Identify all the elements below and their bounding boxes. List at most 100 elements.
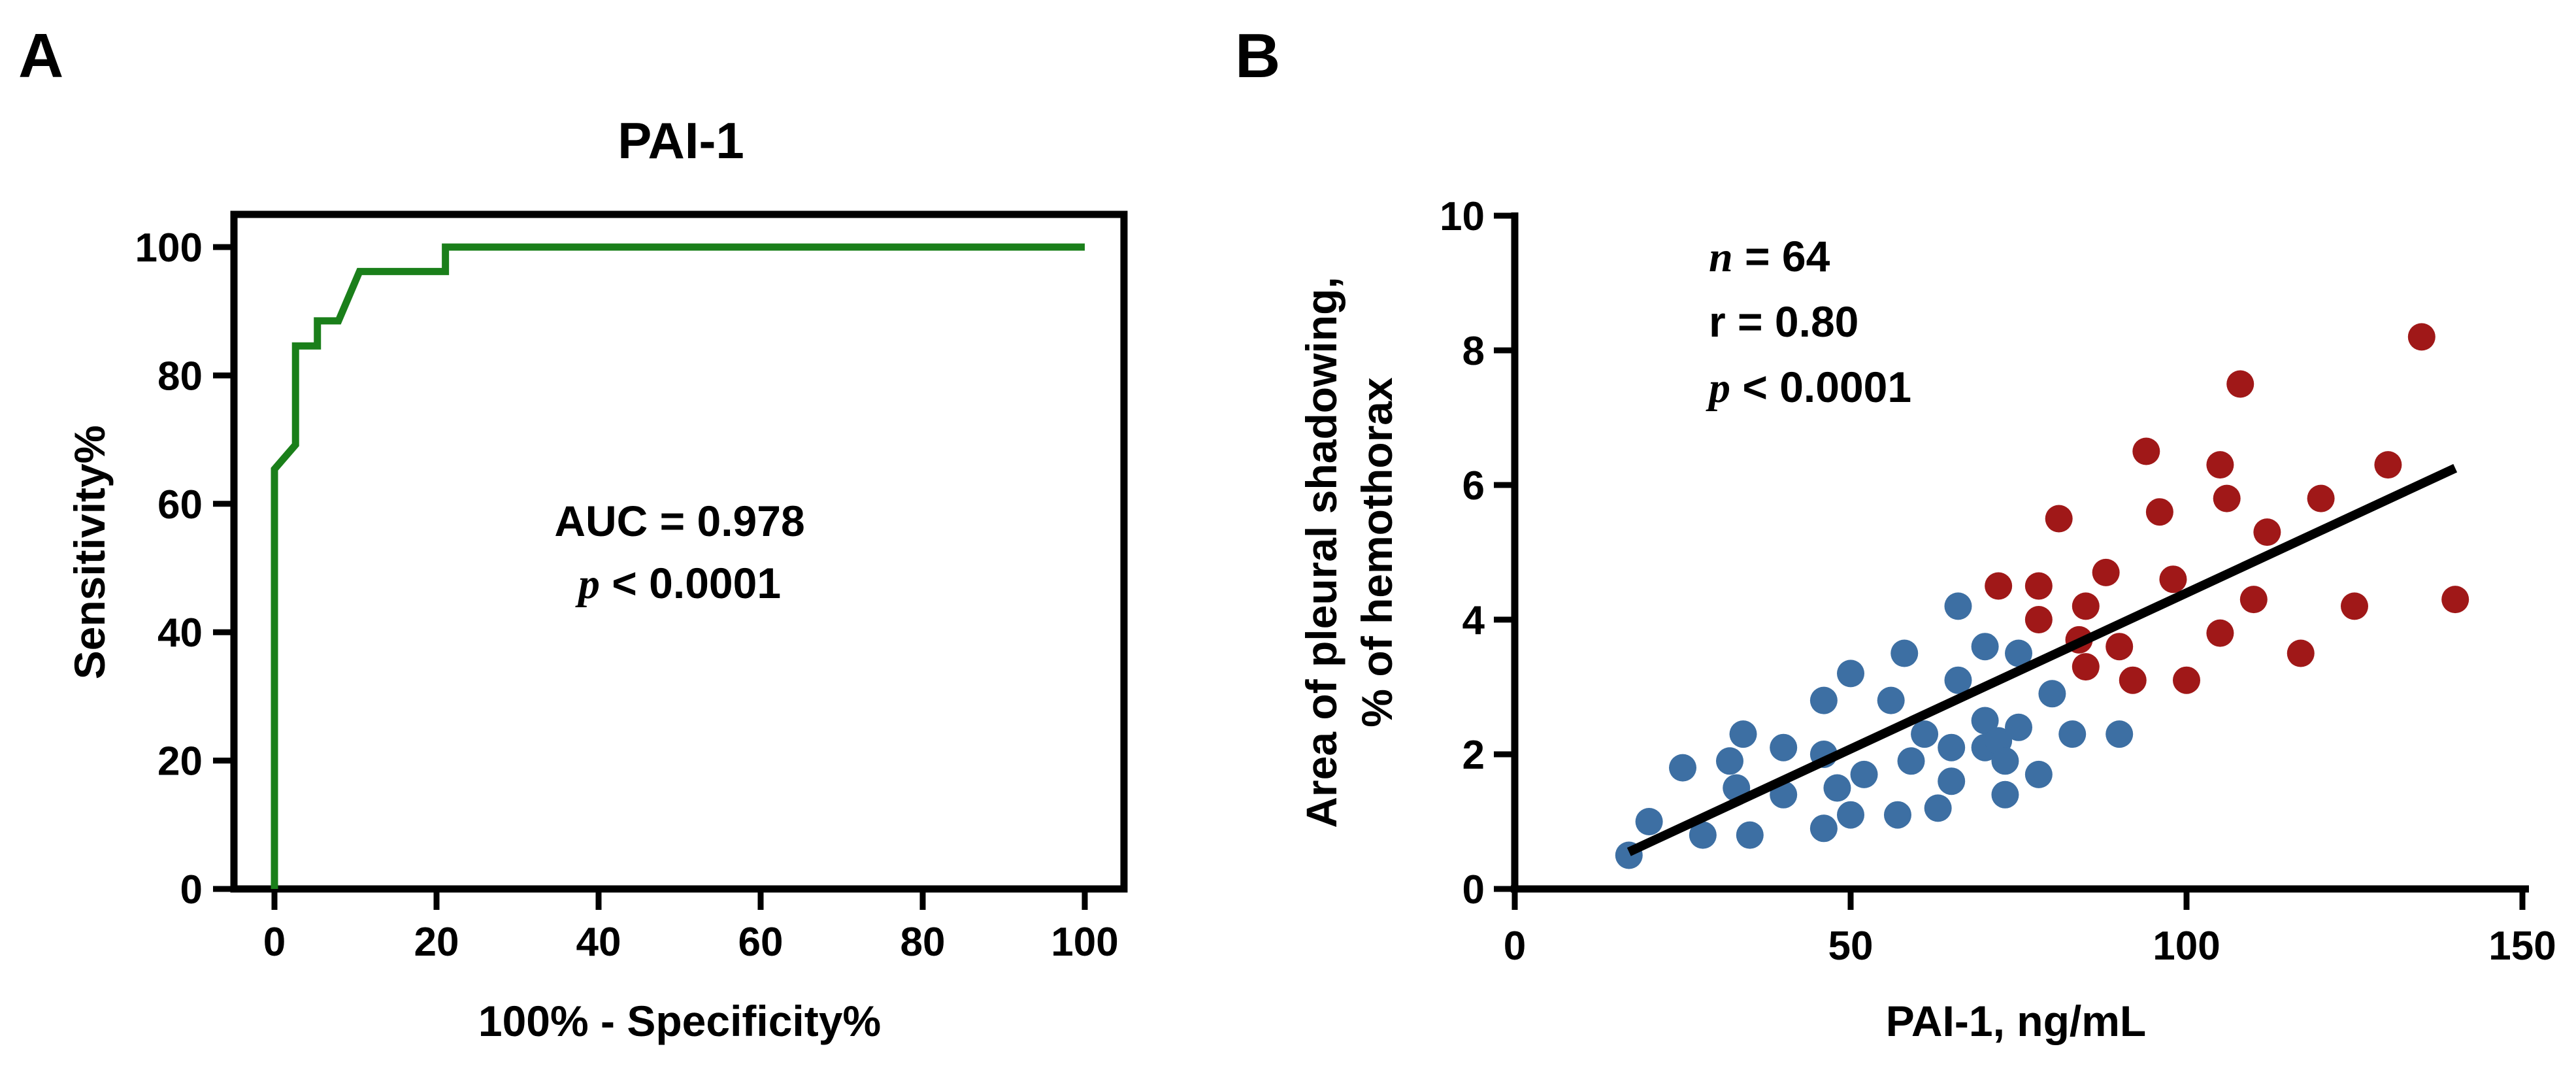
scatter-point-series-0 xyxy=(1971,707,1999,735)
scatter-y-axis-label-line2: % of hemothorax xyxy=(1353,377,1401,727)
scatter-point-series-0 xyxy=(1938,733,1966,761)
scatter-point-series-1 xyxy=(2441,586,2469,614)
scatter-point-series-1 xyxy=(2024,572,2053,600)
scatter-point-series-0 xyxy=(1924,794,1952,822)
scatter-point-series-0 xyxy=(2005,713,2032,741)
scatter-x-tick-label: 0 xyxy=(1504,924,1526,969)
scatter-point-series-1 xyxy=(2407,323,2436,351)
roc-curve xyxy=(271,243,1085,889)
scatter-point-series-1 xyxy=(2092,558,2120,586)
scatter-x-tick-label: 150 xyxy=(2488,924,2556,969)
scatter-point-series-0 xyxy=(1823,774,1851,802)
scatter-x-tick-label: 100 xyxy=(2153,924,2220,969)
roc-x-tick-label: 20 xyxy=(414,920,459,965)
scatter-point-series-0 xyxy=(1877,686,1905,714)
panel-label-b: B xyxy=(1235,21,1280,91)
scatter-point-series-0 xyxy=(1971,633,1999,661)
scatter-point-series-0 xyxy=(1938,767,1966,795)
scatter-y-tick-label: 2 xyxy=(1462,733,1485,778)
scatter-point-series-0 xyxy=(1883,801,1911,829)
roc-y-tick-label: 80 xyxy=(157,354,203,399)
scatter-point-series-0 xyxy=(2105,720,2134,748)
regression-line xyxy=(1627,463,2458,856)
scatter-point-series-0 xyxy=(1991,747,2019,775)
scatter-p-symbol: p xyxy=(1706,364,1730,412)
scatter-point-series-1 xyxy=(2206,619,2234,647)
scatter-n-symbol: n xyxy=(1709,233,1733,281)
scatter-point-series-0 xyxy=(1729,720,1757,748)
roc-plot-frame xyxy=(230,210,1128,893)
scatter-p-value: < 0.0001 xyxy=(1730,363,1911,411)
scatter-point-series-0 xyxy=(1944,592,1972,620)
panel-label-a: A xyxy=(18,21,63,91)
scatter-y-tick-label: 10 xyxy=(1440,194,1485,239)
scatter-point-series-0 xyxy=(1897,747,1925,775)
scatter-r-annotation: r = 0.80 xyxy=(1709,297,1858,346)
scatter-point-series-1 xyxy=(2226,370,2254,398)
roc-y-axis-label: Sensitivity% xyxy=(65,426,114,680)
roc-x-tick-label: 60 xyxy=(738,920,784,965)
scatter-point-series-0 xyxy=(1837,660,1864,688)
scatter-point-series-1 xyxy=(2024,606,2053,633)
roc-y-tick-label: 60 xyxy=(157,482,203,527)
scatter-point-series-0 xyxy=(2005,639,2032,667)
roc-x-tick-label: 40 xyxy=(576,920,621,965)
roc-p-symbol: p xyxy=(575,560,600,608)
roc-x-tick-label: 100 xyxy=(1051,920,1118,965)
scatter-point-series-1 xyxy=(2253,518,2281,546)
scatter-point-series-0 xyxy=(1809,814,1838,843)
scatter-x-axis-label: PAI-1, ng/mL xyxy=(1886,997,2146,1045)
scatter-chart: 0 50 100 150 0 2 4 6 8 10 n = 64 r = 0.80 p < 0.0… xyxy=(1297,194,2556,1045)
scatter-point-series-1 xyxy=(2239,586,2268,614)
scatter-point-series-0 xyxy=(1991,780,2019,809)
scatter-point-series-1 xyxy=(2341,592,2368,620)
scatter-point-series-1 xyxy=(2206,451,2234,479)
scatter-point-series-0 xyxy=(1809,686,1838,714)
scatter-point-series-0 xyxy=(1689,821,1717,849)
scatter-point-series-1 xyxy=(2145,498,2173,526)
scatter-point-series-0 xyxy=(1715,747,1743,775)
scatter-y-tick-label: 8 xyxy=(1462,329,1485,374)
scatter-p-annotation: p < 0.0001 xyxy=(1706,363,1911,412)
roc-y-tick-label: 40 xyxy=(157,610,203,656)
scatter-point-series-1 xyxy=(2105,633,2134,661)
scatter-point-series-0 xyxy=(1837,801,1864,829)
scatter-point-series-0 xyxy=(1736,821,1764,849)
scatter-point-series-0 xyxy=(2038,680,2066,708)
scatter-point-series-0 xyxy=(1635,808,1663,835)
scatter-point-series-1 xyxy=(2045,505,2073,533)
roc-auc-annotation: AUC = 0.978 xyxy=(554,497,804,545)
roc-x-tick-label: 0 xyxy=(263,920,286,965)
roc-p-annotation: p < 0.0001 xyxy=(575,559,781,608)
roc-chart-title: PAI-1 xyxy=(618,112,744,169)
scatter-point-series-1 xyxy=(2213,484,2241,512)
roc-y-tick-label: 20 xyxy=(157,739,203,784)
scatter-point-series-0 xyxy=(1891,639,1919,667)
scatter-point-series-1 xyxy=(2119,666,2147,694)
scatter-point-series-1 xyxy=(2072,653,2100,681)
scatter-point-series-1 xyxy=(2159,565,2187,594)
scatter-y-tick-label: 0 xyxy=(1462,867,1485,912)
roc-x-axis-label: 100% - Specificity% xyxy=(478,997,881,1045)
scatter-n-annotation: n = 64 xyxy=(1709,232,1830,281)
scatter-point-series-1 xyxy=(2307,484,2335,512)
scatter-point-series-0 xyxy=(2024,760,2053,788)
scatter-point-series-1 xyxy=(2374,451,2402,479)
scatter-point-series-0 xyxy=(1911,720,1939,748)
scatter-point-series-1 xyxy=(2072,592,2100,620)
scatter-point-series-0 xyxy=(1944,666,1972,694)
scatter-point-series-1 xyxy=(2287,639,2315,667)
scatter-y-tick-label: 4 xyxy=(1462,598,1485,643)
scatter-n-value: = 64 xyxy=(1733,232,1830,280)
roc-x-tick-label: 80 xyxy=(900,920,946,965)
roc-y-tick-label: 100 xyxy=(135,226,203,271)
scatter-y-tick-label: 6 xyxy=(1462,463,1485,509)
roc-chart: PAI-1 0 20 40 60 80 100 0 20 40 60 80 100 AUC = 0.9… xyxy=(65,112,1128,1045)
scatter-point-series-1 xyxy=(1985,572,2013,600)
scatter-point-series-0 xyxy=(1770,733,1798,761)
scatter-point-series-0 xyxy=(1669,754,1696,782)
scatter-point-series-0 xyxy=(2058,720,2087,748)
roc-p-value: < 0.0001 xyxy=(600,559,781,607)
scatter-x-tick-label: 50 xyxy=(1828,924,1874,969)
